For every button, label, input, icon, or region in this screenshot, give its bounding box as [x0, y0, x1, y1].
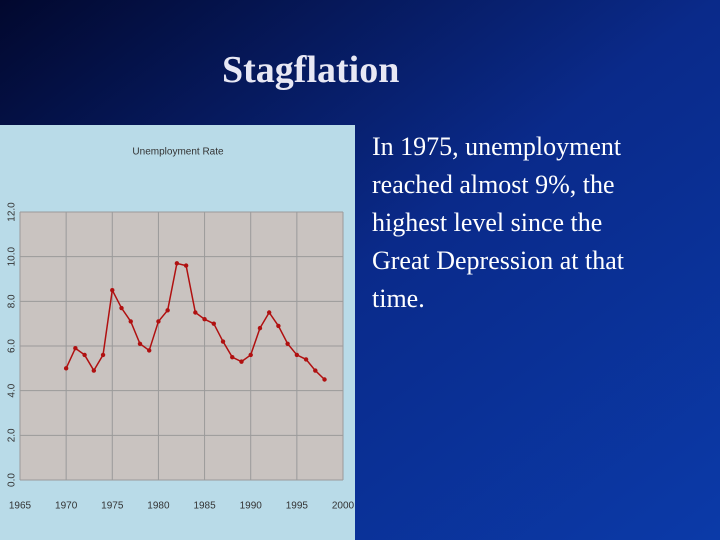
x-tick-label: 1975	[101, 501, 124, 512]
data-point	[119, 305, 124, 311]
data-point	[110, 287, 115, 293]
x-tick-label: 2000	[332, 501, 355, 512]
body-line: In 1975, unemployment	[372, 132, 622, 161]
data-point	[193, 310, 198, 315]
x-tick-label: 1980	[147, 501, 170, 512]
y-tick-label: 10.0	[7, 246, 18, 266]
data-point	[313, 368, 318, 373]
body-line: time.	[372, 284, 425, 313]
data-point	[230, 354, 235, 360]
data-point	[128, 319, 133, 324]
y-tick-label: 6.0	[7, 339, 18, 353]
data-point	[248, 352, 253, 358]
data-point	[82, 352, 87, 358]
data-point	[211, 321, 216, 326]
body-line: Great Depression at that	[372, 246, 625, 275]
body: In 1975, unemployment reached almost 9%, …	[372, 132, 625, 313]
x-tick-label: 1970	[55, 501, 78, 512]
data-point	[266, 310, 272, 315]
data-point	[220, 339, 226, 344]
data-point	[165, 308, 170, 313]
x-tick-label: 1995	[286, 501, 309, 512]
x-tick-label: 1990	[240, 501, 263, 512]
data-point	[137, 341, 143, 346]
y-tick-label: 2.0	[7, 428, 18, 442]
data-point	[91, 368, 97, 373]
data-point	[322, 377, 327, 382]
data-point	[100, 352, 106, 358]
y-tick-label: 0.0	[7, 473, 18, 487]
body-line: reached almost 9%, the	[372, 170, 615, 199]
y-tick-label: 8.0	[7, 294, 18, 308]
data-point	[174, 261, 180, 266]
y-tick-label: 12.0	[7, 202, 18, 222]
data-point	[239, 359, 244, 364]
data-point	[276, 323, 281, 329]
chart-title: Unemployment Rate	[132, 147, 224, 158]
data-point	[285, 341, 290, 346]
data-point	[183, 263, 189, 268]
data-point	[294, 352, 300, 358]
data-point	[63, 366, 69, 371]
data-point	[303, 357, 309, 362]
data-point	[202, 317, 207, 322]
data-point	[156, 319, 161, 324]
body-line: highest level since the	[372, 208, 602, 237]
x-tick-label: 1985	[193, 501, 216, 512]
data-point	[73, 346, 78, 351]
y-tick-label: 4.0	[7, 383, 18, 397]
data-point	[257, 325, 263, 331]
slide-title: Stagflation	[222, 49, 399, 91]
x-tick-label: 1965	[9, 501, 32, 512]
chart: Unemployment Rate 0.0 2.0 4.0 6.0 8.0 10.0 12.…	[0, 125, 355, 540]
data-point	[147, 348, 152, 353]
